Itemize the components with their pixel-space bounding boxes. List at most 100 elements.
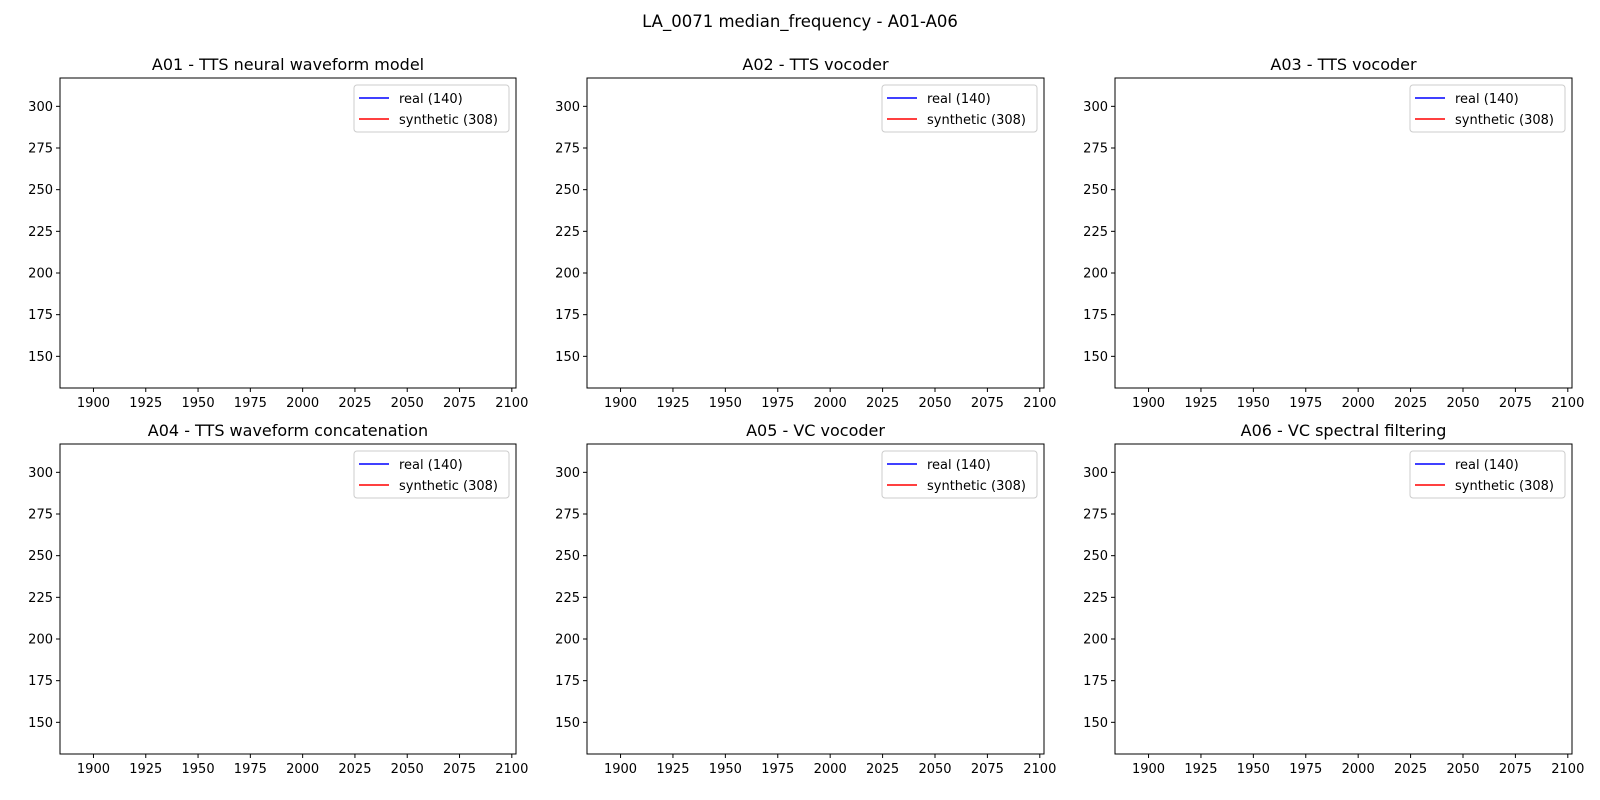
y-tick-label: 300: [28, 466, 53, 481]
x-tick-label: 2050: [1446, 396, 1479, 411]
legend: real (140) synthetic (308): [353, 450, 510, 499]
x-tick-label: 2050: [1446, 762, 1479, 777]
y-tick-label: 300: [555, 466, 580, 481]
y-tick-label: 250: [1083, 183, 1108, 198]
subplot-5: A05 - VC vocoder 1900 1925 1950 1975 2000 2025…: [555, 421, 1056, 777]
legend-label: real (140): [1455, 458, 1519, 473]
legend-label: real (140): [399, 92, 463, 107]
x-tick-label: 2000: [814, 762, 847, 777]
x-tick-label: 2050: [391, 396, 424, 411]
y-tick-label: 200: [1083, 633, 1108, 648]
y-tick-label: 300: [1083, 100, 1108, 115]
x-tick-label: 1925: [1184, 396, 1217, 411]
x-tick-label: 2100: [1023, 396, 1056, 411]
y-tick-label: 250: [28, 549, 53, 564]
x-tick-label: 1925: [656, 396, 689, 411]
legend-label: real (140): [927, 92, 991, 107]
x-tick-label: 1975: [761, 762, 794, 777]
x-tick-label: 1900: [1132, 762, 1165, 777]
x-tick-label: 2000: [1342, 762, 1375, 777]
y-tick-label: 175: [555, 308, 580, 323]
y-tick-label: 250: [28, 183, 53, 198]
y-tick-label: 275: [555, 142, 580, 157]
x-tick-label: 1975: [234, 762, 267, 777]
x-tick-label: 2025: [338, 762, 371, 777]
y-tick-label: 200: [1083, 267, 1108, 282]
x-tick-label: 2000: [1342, 396, 1375, 411]
x-tick-label: 2100: [495, 762, 528, 777]
subplot-title: A03 - TTS vocoder: [1270, 55, 1417, 74]
x-tick-label: 2050: [391, 762, 424, 777]
x-tick-label: 2025: [866, 396, 899, 411]
subplot-title: A04 - TTS waveform concatenation: [148, 421, 428, 440]
legend: real (140) synthetic (308): [881, 84, 1038, 133]
x-tick-label: 1900: [604, 396, 637, 411]
subplot-4: A04 - TTS waveform concatenation 1900 1925…: [28, 421, 528, 777]
y-tick-label: 275: [28, 508, 53, 523]
y-tick-label: 150: [555, 350, 580, 365]
y-tick-label: 175: [555, 674, 580, 689]
x-tick-label: 2025: [1394, 396, 1427, 411]
x-tick-label: 2075: [1499, 762, 1532, 777]
x-tick-label: 2100: [1551, 396, 1584, 411]
y-tick-label: 250: [555, 183, 580, 198]
x-tick-label: 2000: [286, 396, 319, 411]
y-tick-label: 150: [555, 716, 580, 731]
y-tick-label: 300: [1083, 466, 1108, 481]
x-tick-label: 2025: [1394, 762, 1427, 777]
y-tick-label: 250: [1083, 549, 1108, 564]
legend: real (140) synthetic (308): [353, 84, 510, 133]
legend-label: real (140): [927, 458, 991, 473]
y-tick-label: 175: [28, 308, 53, 323]
y-tick-label: 200: [555, 267, 580, 282]
y-tick-label: 175: [28, 674, 53, 689]
legend-label: synthetic (308): [1455, 479, 1554, 494]
x-tick-label: 1950: [1237, 762, 1270, 777]
legend-label: synthetic (308): [927, 113, 1026, 128]
y-tick-label: 200: [28, 633, 53, 648]
subplot-2: A02 - TTS vocoder 1900 1925 1950 1975 2000 202…: [555, 55, 1056, 411]
x-tick-label: 2100: [1551, 762, 1584, 777]
x-tick-label: 1925: [129, 396, 162, 411]
x-tick-label: 1975: [761, 396, 794, 411]
y-tick-label: 275: [28, 142, 53, 157]
y-tick-label: 275: [1083, 508, 1108, 523]
subplot-title: A06 - VC spectral filtering: [1241, 421, 1447, 440]
legend-box: [353, 450, 510, 499]
legend-label: synthetic (308): [1455, 113, 1554, 128]
y-tick-label: 175: [1083, 674, 1108, 689]
legend-box: [881, 450, 1038, 499]
legend-label: real (140): [399, 458, 463, 473]
x-tick-label: 2075: [971, 396, 1004, 411]
legend-label: synthetic (308): [399, 113, 498, 128]
legend: real (140) synthetic (308): [1409, 84, 1566, 133]
x-tick-label: 2000: [814, 396, 847, 411]
figure-title: LA_0071 median_frequency - A01-A06: [642, 12, 958, 31]
x-tick-label: 2050: [918, 762, 951, 777]
x-tick-label: 2075: [971, 762, 1004, 777]
y-tick-label: 275: [555, 508, 580, 523]
y-tick-label: 150: [28, 350, 53, 365]
legend-label: real (140): [1455, 92, 1519, 107]
y-tick-label: 225: [555, 225, 580, 240]
x-tick-label: 2050: [918, 396, 951, 411]
x-tick-label: 1925: [656, 762, 689, 777]
y-tick-label: 300: [28, 100, 53, 115]
x-tick-label: 2075: [443, 396, 476, 411]
y-tick-label: 250: [555, 549, 580, 564]
x-tick-label: 1925: [129, 762, 162, 777]
legend: real (140) synthetic (308): [1409, 450, 1566, 499]
legend-box: [353, 84, 510, 133]
legend-label: synthetic (308): [399, 479, 498, 494]
legend: real (140) synthetic (308): [881, 450, 1038, 499]
x-tick-label: 1925: [1184, 762, 1217, 777]
subplot-1: A01 - TTS neural waveform model 1900 1925 1…: [28, 55, 528, 411]
subplot-title: A02 - TTS vocoder: [742, 55, 889, 74]
subplot-title: A01 - TTS neural waveform model: [152, 55, 424, 74]
y-tick-label: 225: [28, 225, 53, 240]
x-tick-label: 2075: [1499, 396, 1532, 411]
x-tick-label: 1975: [1289, 762, 1322, 777]
legend-box: [1409, 84, 1566, 133]
x-tick-label: 1975: [1289, 396, 1322, 411]
